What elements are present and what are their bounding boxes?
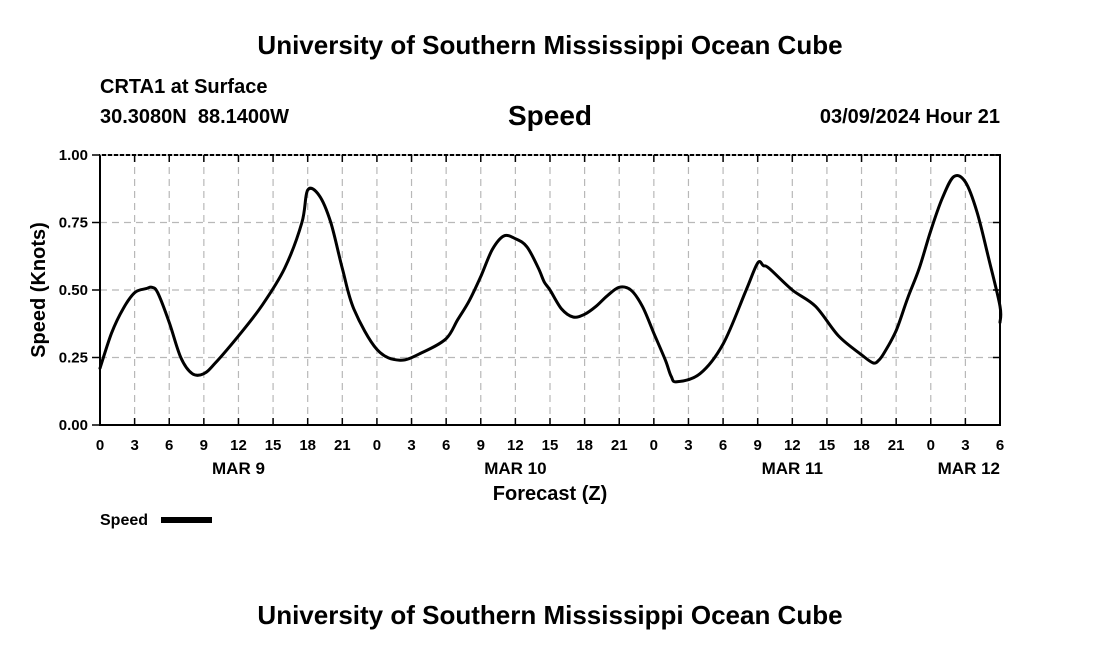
x-tick-label: 12 <box>230 437 247 454</box>
x-tick-label: 21 <box>611 437 628 454</box>
date-label: MAR 11 <box>762 459 823 478</box>
x-tick-label: 12 <box>507 437 524 454</box>
y-axis-label: Speed (Knots) <box>28 222 50 358</box>
x-tick-label: 0 <box>650 437 658 454</box>
x-tick-label: 0 <box>927 437 935 454</box>
footer-title: University of Southern Mississippi Ocean… <box>257 600 843 630</box>
y-tick-label: 0.00 <box>59 417 88 434</box>
x-tick-label: 6 <box>165 437 173 454</box>
y-tick-label: 0.50 <box>59 282 88 299</box>
station-coordinates: 30.3080N 88.1400W <box>100 106 290 128</box>
station-name: CRTA1 at Surface <box>100 76 268 98</box>
x-tick-label: 12 <box>784 437 801 454</box>
y-tick-label: 0.25 <box>59 350 88 367</box>
x-axis-label: Forecast (Z) <box>493 483 607 505</box>
date-label: MAR 10 <box>484 459 546 478</box>
axis-labels: 0 3 6 9 12 15 18 21 0 3 6 9 12 15 18 21 0 3 6 9 12 15 18 21 0 3 6 0… <box>59 147 1004 478</box>
x-tick-label: 3 <box>684 437 692 454</box>
legend-label: Speed <box>100 512 148 529</box>
x-tick-label: 3 <box>961 437 969 454</box>
x-tick-label: 21 <box>888 437 905 454</box>
chart-title: University of Southern Mississippi Ocean… <box>257 30 843 60</box>
x-tick-label: 15 <box>265 437 282 454</box>
x-tick-label: 18 <box>576 437 593 454</box>
y-tick-label: 1.00 <box>59 147 88 164</box>
x-tick-label: 18 <box>299 437 316 454</box>
x-tick-label: 6 <box>719 437 727 454</box>
x-tick-label: 0 <box>373 437 381 454</box>
x-tick-label: 9 <box>754 437 762 454</box>
x-tick-label: 21 <box>334 437 351 454</box>
x-tick-label: 3 <box>407 437 415 454</box>
date-label: MAR 9 <box>212 459 265 478</box>
x-tick-label: 0 <box>96 437 104 454</box>
date-label: MAR 12 <box>938 459 1000 478</box>
x-tick-label: 15 <box>819 437 836 454</box>
y-tick-label: 0.75 <box>59 215 88 232</box>
x-tick-label: 3 <box>130 437 138 454</box>
x-tick-label: 6 <box>996 437 1004 454</box>
grid-lines <box>100 155 1000 425</box>
x-tick-label: 9 <box>477 437 485 454</box>
speed-series-line <box>98 173 1003 384</box>
x-tick-label: 15 <box>542 437 559 454</box>
variable-name: Speed <box>507 100 593 131</box>
x-tick-label: 6 <box>442 437 450 454</box>
axis-ticks <box>92 154 1001 426</box>
x-tick-label: 9 <box>200 437 208 454</box>
x-tick-label: 18 <box>853 437 870 454</box>
forecast-datetime: 03/09/2024 Hour 21 <box>819 106 1000 128</box>
